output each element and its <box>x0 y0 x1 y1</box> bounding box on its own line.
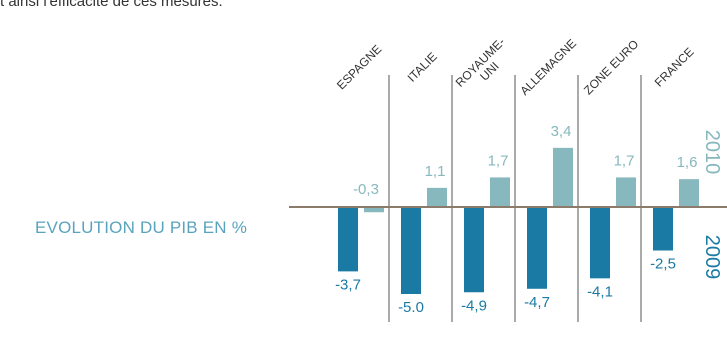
category-label-line: ESPAGNE <box>334 42 384 92</box>
bar-label-2009: -4,9 <box>461 297 487 314</box>
bar-2010 <box>616 177 636 207</box>
category-label: ITALIE <box>405 50 440 85</box>
category-label: ESPAGNE <box>334 42 384 92</box>
category-label: ZONE EURO <box>581 37 641 97</box>
bar-2010 <box>427 187 447 207</box>
bar-label-2009: -4,1 <box>587 283 613 300</box>
bar-label-2009: -2,5 <box>650 256 676 273</box>
bar-label-2010: -0,3 <box>353 181 379 198</box>
bar-label-2009: -5.0 <box>398 299 424 316</box>
bar-2009 <box>590 207 610 279</box>
bar-label-2009: -3,7 <box>335 276 361 293</box>
category-label-line: ITALIE <box>405 50 440 85</box>
legend-2009: 2009 <box>701 235 723 280</box>
bar-2009 <box>464 207 484 293</box>
bar-2010 <box>364 207 384 213</box>
bar-label-2010: 1,1 <box>425 163 446 180</box>
bar-label-2009: -4,7 <box>524 294 550 311</box>
bar-2010 <box>553 147 573 207</box>
bar-label-2010: 1,7 <box>488 152 509 169</box>
bar-label-2010: 1,6 <box>677 154 698 171</box>
intro-text: t ainsi l'efficacité de ces mesures. <box>0 0 223 10</box>
bar-2009 <box>338 207 358 272</box>
bar-label-2010: 1,7 <box>614 152 635 169</box>
category-label-line: FRANCE <box>652 45 697 90</box>
chart-title: EVOLUTION DU PIB EN % <box>35 218 248 237</box>
bar-2009 <box>527 207 547 289</box>
bar-2010 <box>679 179 699 207</box>
legend-2010: 2010 <box>701 130 723 175</box>
category-label-line: ZONE EURO <box>581 37 641 97</box>
category-label: FRANCE <box>652 45 697 90</box>
category-label: ALLEMAGNE <box>517 36 579 98</box>
bar-2010 <box>490 177 510 207</box>
bar-2009 <box>653 207 673 251</box>
category-label-line: ALLEMAGNE <box>517 36 579 98</box>
bar-label-2010: 3,4 <box>551 123 572 140</box>
category-label: ROYAUME-UNI <box>453 35 517 99</box>
category-label-line: ROYAUME- <box>453 35 508 90</box>
bar-2009 <box>401 207 421 294</box>
